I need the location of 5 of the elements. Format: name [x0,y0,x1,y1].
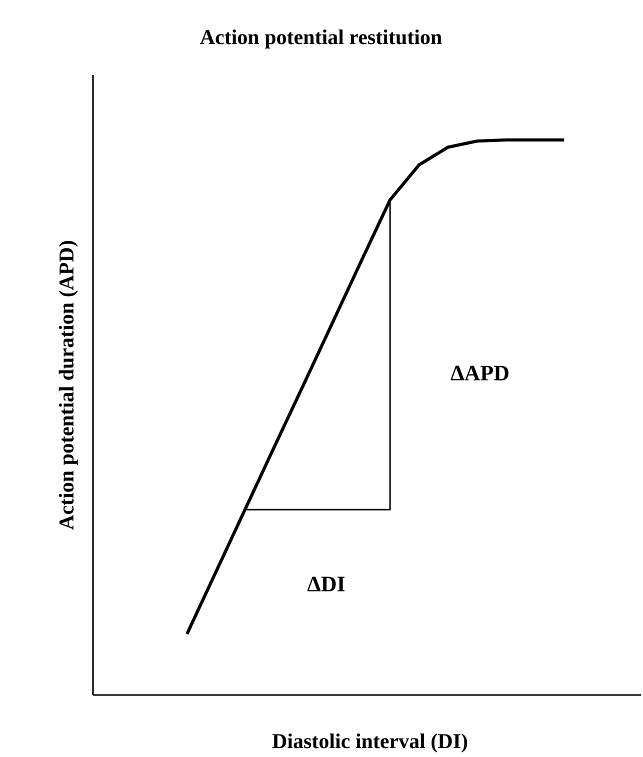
chart-title: Action potential restitution [200,29,442,49]
annotation: ΔAPD [450,366,508,380]
annotation: ΔDI [307,576,345,592]
y-axis-title: Action potential duration (APD) [58,240,78,530]
x-axis-title: Diastolic interval (DI) [272,733,468,753]
